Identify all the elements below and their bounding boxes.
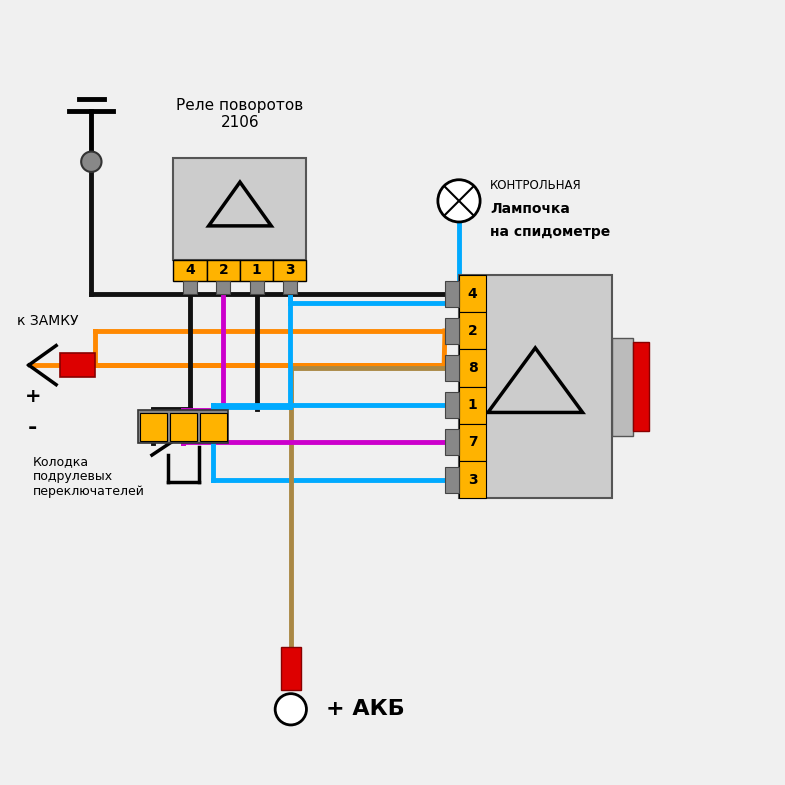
Text: 3: 3: [468, 473, 477, 487]
Bar: [445, 281, 459, 307]
Text: 4: 4: [185, 264, 195, 277]
Bar: [170, 413, 197, 440]
Bar: [199, 413, 227, 440]
Text: на спидометре: на спидометре: [491, 225, 611, 239]
Bar: [459, 276, 612, 498]
Text: к ЗАМКУ: к ЗАМКУ: [17, 313, 79, 327]
Text: 1: 1: [468, 398, 477, 412]
Text: -: -: [28, 418, 38, 438]
Circle shape: [438, 180, 480, 222]
Text: 4: 4: [468, 287, 477, 301]
Bar: [183, 282, 197, 294]
Bar: [459, 349, 487, 387]
Bar: [283, 282, 297, 294]
Bar: [633, 342, 649, 431]
Bar: [445, 466, 459, 492]
Bar: [250, 282, 264, 294]
Bar: [140, 413, 166, 440]
Text: Лампочка: Лампочка: [491, 202, 570, 216]
Bar: [459, 424, 487, 461]
Bar: [459, 387, 487, 424]
Text: 8: 8: [468, 361, 477, 375]
Bar: [60, 353, 95, 377]
Bar: [240, 260, 273, 282]
Text: КОНТРОЛЬНАЯ: КОНТРОЛЬНАЯ: [491, 179, 582, 192]
Text: 1: 1: [252, 264, 261, 277]
Bar: [445, 355, 459, 381]
Text: 7: 7: [468, 436, 477, 449]
Circle shape: [276, 694, 306, 725]
Bar: [459, 312, 487, 349]
Bar: [459, 461, 487, 498]
Text: + АКБ: + АКБ: [326, 699, 405, 719]
Bar: [173, 260, 206, 282]
Text: 3: 3: [285, 264, 294, 277]
Text: 2: 2: [218, 264, 228, 277]
Text: 2: 2: [468, 324, 477, 338]
Bar: [138, 411, 228, 444]
Bar: [281, 647, 301, 690]
Bar: [273, 260, 306, 282]
Bar: [173, 158, 306, 260]
Bar: [612, 338, 633, 436]
Bar: [459, 276, 487, 312]
Text: Реле поворотов
2106: Реле поворотов 2106: [177, 98, 304, 130]
Bar: [445, 318, 459, 344]
Bar: [206, 260, 240, 282]
Text: +: +: [24, 387, 41, 406]
Circle shape: [81, 152, 101, 172]
Bar: [217, 282, 230, 294]
Bar: [445, 429, 459, 455]
Text: Колодка
подрулевых
переключателей: Колодка подрулевых переключателей: [33, 455, 144, 498]
Bar: [445, 392, 459, 418]
